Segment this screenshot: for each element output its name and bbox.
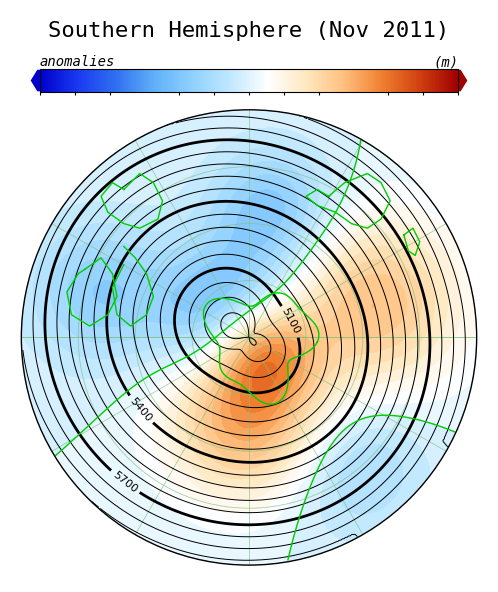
Text: 5700: 5700 [111, 469, 139, 495]
Text: 5400: 5400 [127, 396, 153, 424]
Text: Southern Hemisphere (Nov 2011): Southern Hemisphere (Nov 2011) [48, 21, 450, 41]
FancyArrow shape [458, 70, 467, 91]
Text: 5100: 5100 [280, 307, 302, 336]
Text: anomalies: anomalies [40, 55, 115, 69]
Text: (m): (m) [433, 55, 458, 69]
FancyArrow shape [31, 70, 40, 91]
